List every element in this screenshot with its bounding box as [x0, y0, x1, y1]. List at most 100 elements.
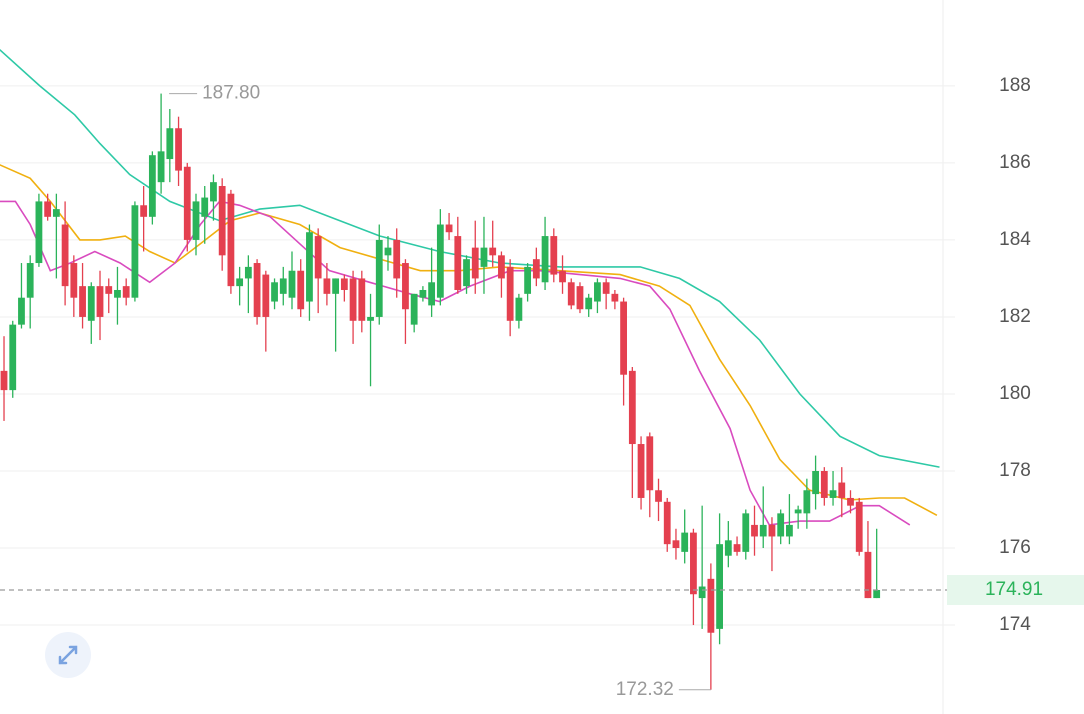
candle-body [690, 532, 697, 595]
candle-body [724, 540, 732, 556]
candle-body [26, 263, 34, 298]
candle-body [515, 297, 523, 321]
candle-body [812, 470, 819, 495]
candle-body [140, 205, 148, 217]
candle-body [236, 278, 244, 287]
candle-body [794, 509, 802, 514]
y-tick-label: 176 [999, 537, 1031, 558]
y-tick-label: 178 [999, 460, 1031, 481]
candle-body [96, 286, 104, 317]
annotation-label: 172.32 [616, 679, 674, 700]
last-price-label: 174.91 [985, 579, 1043, 600]
candle-body [131, 205, 139, 298]
candle-body [279, 278, 287, 294]
candle-body [61, 224, 69, 287]
candle-body [847, 497, 854, 506]
candle-body [410, 293, 418, 325]
candle-body [777, 513, 785, 537]
candle-body [175, 128, 182, 171]
candle-body [35, 201, 43, 264]
candle-body [637, 444, 645, 498]
candle-body [148, 155, 156, 217]
candle-body [463, 259, 470, 287]
candle-body [672, 540, 680, 549]
candle-body [114, 289, 121, 298]
candle-body [44, 201, 52, 217]
candle-body [855, 501, 863, 552]
candle-body [358, 278, 366, 321]
expand-icon[interactable] [58, 645, 78, 665]
candle-body [646, 436, 654, 491]
candle-body [79, 286, 86, 317]
candle-body [18, 297, 25, 325]
candle-body [759, 524, 767, 537]
candle-body [576, 286, 584, 310]
y-tick-label: 180 [999, 383, 1031, 404]
candle-body [428, 282, 436, 306]
candle-body [384, 247, 392, 256]
candle-body [524, 266, 532, 294]
candle-body [829, 490, 837, 498]
candle-body [393, 239, 401, 279]
candle-body [864, 551, 872, 599]
candle-body [436, 224, 444, 298]
y-tick-label: 174 [999, 614, 1031, 635]
candle-body [367, 316, 374, 321]
candle-body [402, 263, 409, 310]
candle-body [628, 370, 636, 445]
candle-body [751, 524, 758, 537]
candle-body [306, 232, 313, 302]
y-tick-label: 184 [999, 229, 1031, 250]
expand-button[interactable] [45, 632, 91, 678]
candle-body [550, 236, 558, 275]
candle-body [873, 589, 881, 599]
candle-body [349, 278, 357, 321]
candle-body [253, 263, 261, 317]
candle-body [838, 482, 846, 498]
candle-body [594, 282, 601, 302]
candle-body [532, 259, 540, 279]
candle-body [9, 324, 17, 391]
candle-body [244, 266, 252, 279]
candle-body [506, 266, 514, 321]
candle-body [192, 201, 200, 240]
y-tick-label: 182 [999, 306, 1031, 327]
candle-body [716, 544, 723, 629]
candle-body [87, 286, 95, 321]
candle-body [183, 166, 191, 240]
candle-body [375, 239, 383, 317]
candle-body [201, 197, 209, 217]
candle-body [70, 263, 78, 298]
moving-average-line [0, 49, 940, 468]
candle-body [271, 282, 278, 302]
candle-body [262, 274, 270, 317]
candle-body [332, 278, 340, 294]
candle-body [323, 278, 331, 294]
y-tick-label: 188 [999, 75, 1031, 96]
candle-body [0, 370, 8, 391]
annotation-label: 187.80 [202, 83, 260, 104]
candle-body [733, 544, 741, 552]
last-price-box [947, 574, 1084, 605]
moving-average-line [0, 164, 938, 517]
candle-body [105, 286, 113, 294]
candle-body [122, 286, 130, 298]
candle-body [210, 182, 217, 202]
candle-body [166, 128, 174, 160]
candle-body [663, 501, 671, 545]
candle-body [340, 278, 348, 290]
candle-body [227, 193, 235, 287]
candle-body [288, 270, 296, 298]
candle-body [489, 247, 497, 256]
candle-body [157, 151, 165, 183]
candle-body [786, 524, 793, 537]
candle-body [419, 289, 427, 298]
candle-body [602, 282, 610, 294]
candle-body [314, 236, 322, 279]
candle-body [585, 297, 593, 310]
candle-body [471, 247, 479, 279]
candle-body [707, 578, 715, 633]
candle-body [498, 255, 505, 279]
candle-body [698, 586, 706, 599]
